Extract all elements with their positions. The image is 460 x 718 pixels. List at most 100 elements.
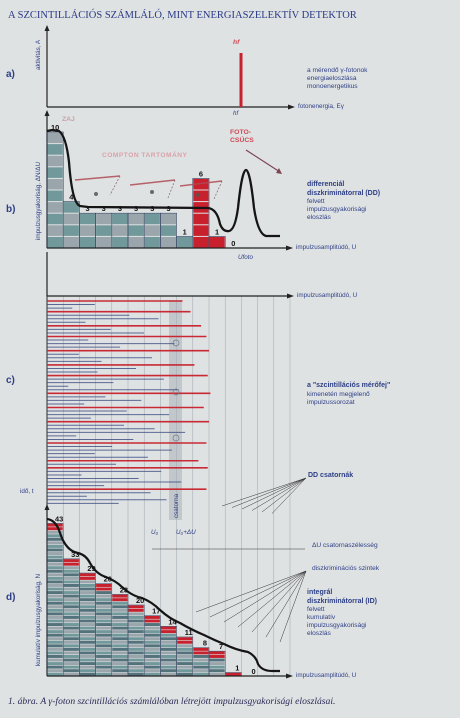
histogram-d-cell [112,672,128,676]
histogram-d-cell [63,662,79,666]
histogram-d-cell [144,637,160,641]
histogram-d-cell [79,591,96,595]
histogram-d-cell [209,655,225,658]
histogram-d-cell [47,544,63,548]
histogram-b-cell [63,225,79,236]
histogram-d-cell [177,669,193,673]
histogram-d-cell [79,658,96,662]
histogram-d-cell [160,655,177,658]
histogram-d-cell [144,665,160,669]
section-c-desc-bold: a "szcintillációs mérőfej" [307,382,390,389]
histogram-d-cell [96,665,112,669]
histogram-d-cell [144,615,160,619]
histogram-b-cell [63,213,79,225]
histogram-b-cell [112,213,128,225]
histogram-d-cell [128,619,144,623]
histogram-d-cell [144,647,160,651]
histogram-d [46,523,242,677]
histogram-d-cell [96,612,112,616]
histogram-b-cell [128,225,144,236]
histogram-b-value-label: 3 [85,204,89,213]
histogram-d-cell [96,626,112,630]
histogram-d-cell [47,615,63,619]
histogram-d-cell [47,548,63,552]
section-b-xlabel: impulzusamplitúdó, U [296,244,357,251]
histogram-d-cell [79,662,96,666]
histogram-d-cell [63,615,79,619]
peak-label: hf [233,39,240,46]
histogram-b-cell [160,236,177,248]
section-d-xlabel: impulzusamplitúdó, U [296,672,357,679]
channel-hit-marker [172,388,180,396]
histogram-d-cell [96,591,112,595]
histogram-b-cell [47,190,63,202]
histogram-d-cell [63,669,79,673]
histogram-d-cell [47,644,63,648]
histogram-b-cell [144,225,160,236]
histogram-b-cell [193,225,209,236]
histogram-d-cell [112,608,128,612]
histogram-d-cell [96,587,112,591]
histogram-d-cell [63,576,79,580]
histogram-d-cell [112,633,128,637]
histogram-d-cell [79,644,96,648]
histogram-d-cell [96,644,112,648]
histogram-b-cell [96,225,112,236]
histogram-d-cell [112,658,128,662]
section-c-letter: c) [6,375,15,386]
histogram-d-cell [144,658,160,662]
histogram-d-cell [96,633,112,637]
histogram-d-cell [96,651,112,655]
histogram-d-cell [79,598,96,602]
histogram-b-value-label: 0 [231,239,235,248]
section-d-letter: d) [6,592,15,603]
histogram-d-cell [128,651,144,655]
histogram-d-cell [96,615,112,619]
histogram-b-cell [79,236,96,248]
disc-pointer-line [251,570,307,633]
histogram-d-value-label: 17 [152,607,160,616]
section-d-desc-4: eloszlás [307,630,332,637]
histogram-b-cell [193,213,209,225]
histogram-d-cell [79,637,96,641]
histogram-d-cell [144,672,160,676]
photopeak-label-2: CSÚCS [230,135,254,144]
histogram-d-cell [79,669,96,673]
histogram-d-cell [144,644,160,648]
histogram-b-cell [160,213,177,225]
histogram-d-cell [96,658,112,662]
histogram-d-value-label: 33 [71,550,79,559]
histogram-d-cell [47,541,63,545]
histogram-d-cell [128,615,144,619]
histogram-d-cell [79,619,96,623]
histogram-d-cell [63,580,79,584]
histogram-d-cell [144,630,160,634]
histogram-d-cell [177,647,193,651]
histogram-b-value-label: 6 [199,169,203,178]
histogram-b-value-label: 10 [51,123,59,132]
histogram-d-cell [96,669,112,673]
histogram-d-cell [209,662,225,666]
histogram-d-cell [47,651,63,655]
histogram-d-cell [79,608,96,612]
histogram-d-cell [112,655,128,658]
histogram-d-cell [63,566,79,570]
section-c-desc-1: kimenetén megjelenő [307,391,370,398]
disc-pointer-line [195,570,307,613]
histogram-d-cell [63,658,79,662]
histogram-d-cell [209,669,225,673]
histogram-d-cell [79,633,96,637]
section-b-y-arrow [44,110,50,116]
section-a-ylabel: aktivitás, A [35,39,42,70]
histogram-d-cell [96,619,112,623]
histogram-d-cell [63,672,79,676]
section-c: c) impulzusamplitúdó, U a "szcintilláció… [6,252,390,676]
histogram-b-cell [144,213,160,225]
histogram-d-value-label: 43 [55,514,63,523]
histogram-d-cell [96,672,112,676]
histogram-d-cell [63,647,79,651]
histogram-d-cell [47,534,63,538]
section-d: d) kumulatív impulzusgyakoriság, N 43 33 2… [6,504,380,679]
histogram-b-cell [63,202,79,213]
